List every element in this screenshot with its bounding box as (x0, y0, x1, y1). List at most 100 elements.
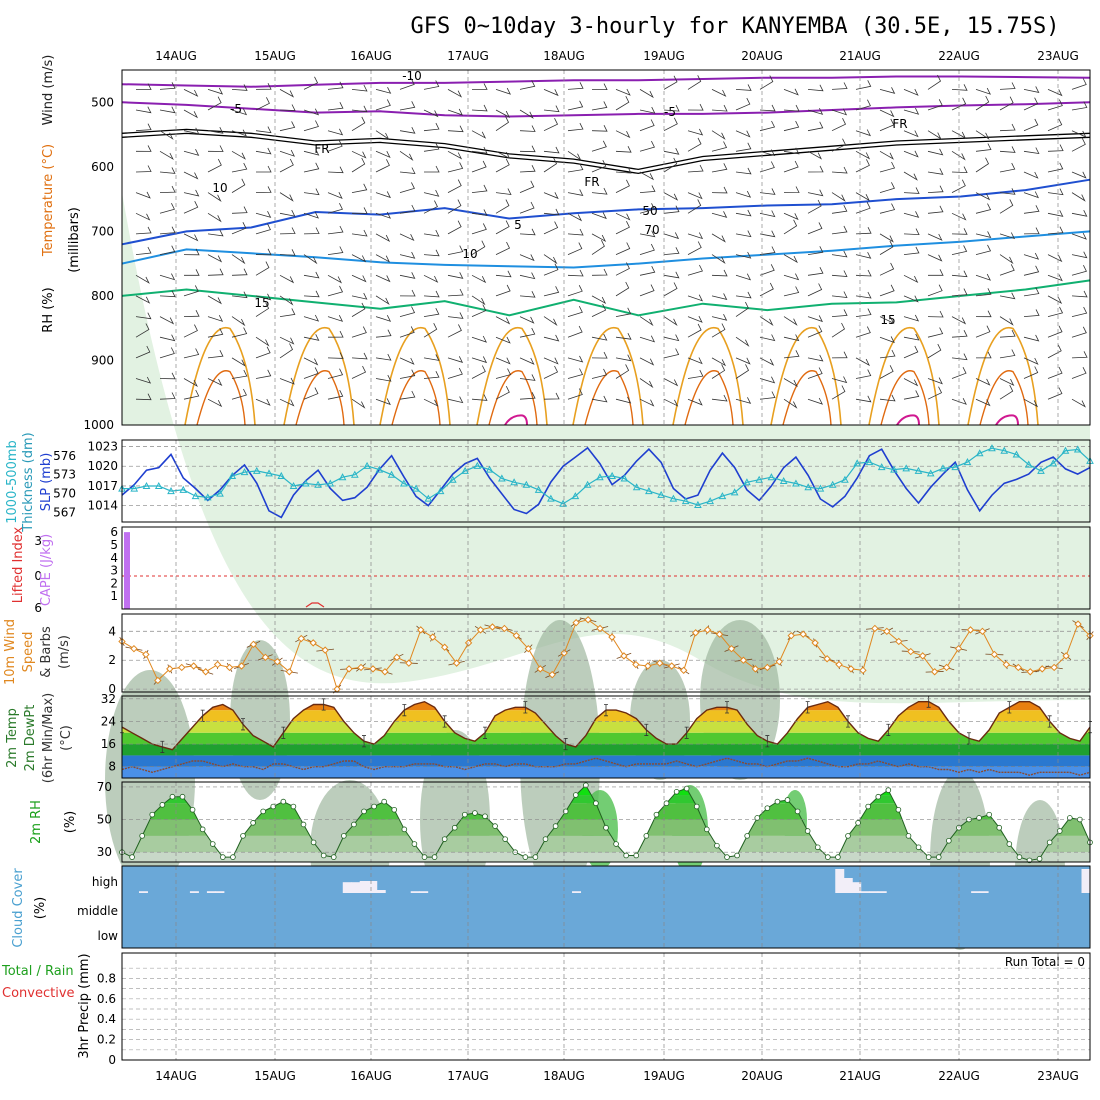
wind-barb (735, 84, 752, 91)
wind-barb (999, 123, 1016, 132)
wind-barb (567, 269, 584, 277)
wind-barb (1071, 210, 1088, 217)
wind-barb (423, 354, 440, 361)
wind-speed-point (918, 652, 927, 660)
wind-barb (879, 109, 895, 118)
wind-barb (1071, 192, 1086, 202)
wind-barb (519, 327, 536, 338)
wind-barb (183, 149, 200, 156)
wind-barb (255, 398, 271, 406)
rh-point (270, 803, 277, 810)
wind-barb (903, 88, 919, 96)
wind-barb (399, 357, 415, 365)
wind-speed-point (644, 662, 652, 670)
wind-barb (231, 178, 246, 193)
wind-barb (903, 333, 920, 341)
wind-speed-point (261, 653, 270, 662)
wind-barb (855, 192, 870, 202)
wind-barb (951, 84, 968, 91)
wind-barb (279, 209, 296, 217)
wind-barb (831, 225, 848, 235)
wind-barb (735, 230, 752, 238)
wind-barb (1047, 99, 1063, 111)
wind-barb (687, 294, 703, 302)
wind-speed-point (393, 653, 401, 662)
wind-barb (687, 103, 704, 111)
rh-point (542, 836, 549, 842)
wind-barb (207, 212, 222, 223)
wind-barb (447, 125, 464, 133)
rh-point (290, 803, 297, 810)
rh-point (391, 806, 398, 813)
slp-tick: 1014 (87, 499, 118, 513)
wind-speed-label: Speed (21, 632, 36, 673)
thickness-point (706, 497, 714, 505)
wind-barb (303, 367, 319, 379)
wind-barb (831, 270, 848, 277)
date-label-top: 19AUG (643, 49, 685, 63)
wind-speed-point (166, 665, 174, 673)
wind-barb (975, 192, 991, 201)
wind-barb (183, 201, 199, 214)
wind-barb (735, 142, 752, 152)
wind-barb (471, 130, 487, 139)
wind-barb (423, 109, 439, 118)
temp-label: 2m Temp (5, 708, 20, 768)
isotherm-25 (196, 370, 246, 426)
precip-tick: 0 (108, 1053, 116, 1067)
wind-barb (615, 166, 632, 174)
wind-barb (903, 295, 919, 303)
wind-barb (855, 99, 871, 111)
wind-barb (375, 374, 392, 382)
isotherm-line (121, 279, 1091, 317)
panel-frame-cape (121, 526, 1091, 610)
wind-barb (591, 140, 607, 152)
rh-point (562, 808, 569, 815)
wind-barb (687, 241, 702, 255)
cape-panel (122, 532, 1090, 609)
wind-barb (639, 266, 656, 276)
rh-point (724, 854, 730, 860)
wind-barb (879, 118, 895, 132)
wind-barb (615, 212, 631, 221)
thickness-point (277, 471, 286, 479)
wind-barb (855, 252, 872, 259)
minmax-bar (523, 701, 528, 714)
wind-barb (591, 187, 608, 195)
date-label-top: 23AUG (1037, 49, 1079, 63)
wind-barb (471, 184, 488, 193)
wind-barb (351, 302, 366, 317)
wind-speed-point (978, 627, 987, 636)
wind-barb (447, 288, 464, 297)
wind-speed-point (357, 663, 365, 672)
wind-barb (303, 334, 320, 341)
wind-barb (231, 206, 248, 214)
contour-label: FR (314, 142, 329, 156)
thickness-point (657, 490, 665, 498)
wind-barb (375, 274, 391, 283)
lifted-index-tick: 3 (34, 534, 42, 548)
cape-tick: 3 (110, 564, 118, 578)
wind-barb (279, 377, 295, 385)
wind-barb (783, 160, 799, 173)
wind-barb (447, 245, 464, 255)
wind-speed-point (154, 676, 162, 685)
rh-point (1016, 854, 1023, 860)
wind-barb (399, 326, 415, 338)
wind-barb (687, 398, 703, 406)
wind-speed-point (417, 626, 425, 634)
wind-barb (472, 83, 488, 90)
wind-unit-label: Wind (m/s) (41, 55, 56, 126)
wind-barb (663, 232, 680, 240)
wind-barb (279, 227, 296, 235)
thickness-point (596, 473, 604, 481)
wind-barb (783, 219, 798, 235)
wind-barb (687, 264, 703, 276)
wind-barb (591, 240, 605, 255)
wind-barb (591, 268, 608, 276)
wind-barb (159, 316, 175, 325)
contour-label: FR (584, 175, 599, 189)
wind-barb (1023, 227, 1040, 235)
wind-speed-point (488, 623, 497, 631)
